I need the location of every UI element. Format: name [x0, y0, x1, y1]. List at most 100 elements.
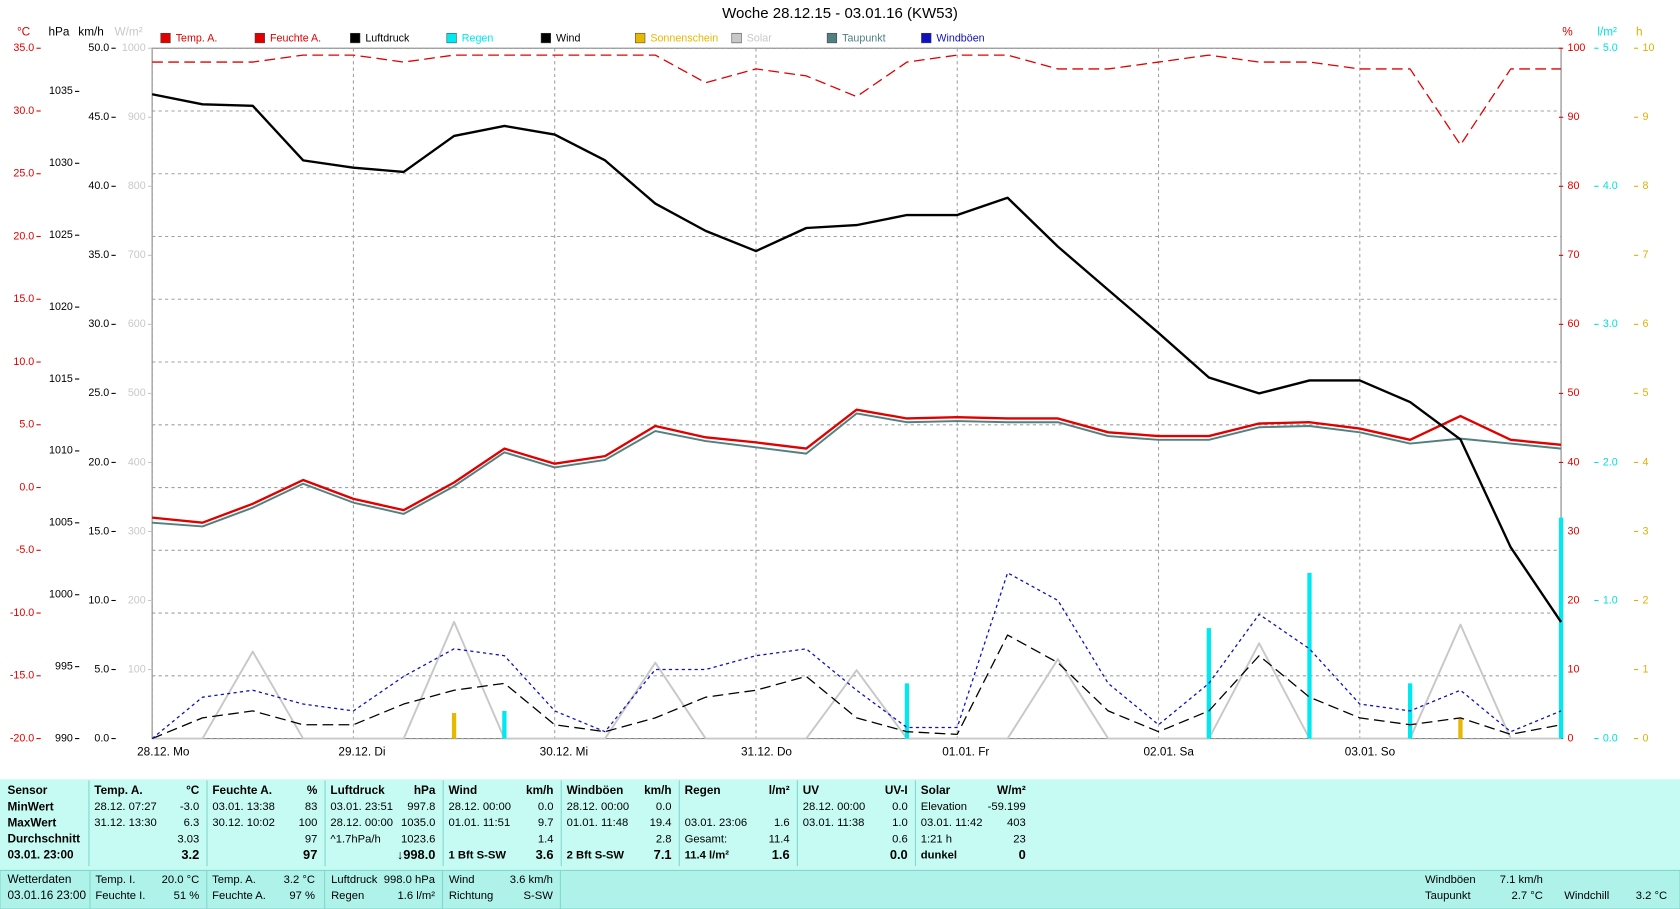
cell-value: 83 [305, 801, 318, 813]
legend-swatch [446, 32, 457, 44]
footer-value: 998.0 hPa [384, 874, 436, 886]
footer-label: Wetterdaten [8, 873, 72, 886]
axis-unit: hPa [48, 25, 69, 38]
cell-label: 28.12. 07:27 [94, 801, 157, 813]
cell-value: 2.8 [656, 833, 672, 845]
y-tick-label: 40.0 [88, 180, 109, 192]
cell-value: 0.0 [890, 847, 908, 862]
y-tick-label: 400 [128, 456, 146, 468]
cell-value: 100 [299, 817, 318, 829]
cell-label: 03.01. 11:38 [803, 817, 865, 829]
footer-label: Richtung [449, 890, 493, 902]
cell-label: 1:21 h [921, 833, 952, 845]
column-header: Temp. A. [94, 784, 142, 797]
column-unit: % [307, 784, 318, 797]
series-line [151, 634, 1562, 740]
cell-value: 0.0 [892, 801, 908, 813]
y-tick-label: 1010 [49, 445, 73, 457]
cell-value: 1.6 [772, 847, 790, 862]
column-unit: °C [186, 784, 200, 797]
bar [904, 683, 910, 739]
footer-label: Feuchte A. [212, 890, 266, 902]
cell-value: 3.6 [536, 847, 554, 862]
legend-label: Regen [462, 32, 494, 44]
column-unit: km/h [526, 784, 553, 797]
y-tick-label: 5.0 [1603, 42, 1618, 54]
footer-value: 20.0 °C [162, 874, 200, 886]
cell-value: 1035.0 [401, 817, 435, 829]
y-tick-label: 2 [1643, 594, 1649, 606]
footer-value: 3.2 °C [284, 874, 315, 886]
legend-label: Windböen [936, 32, 984, 44]
cell-label: 28.12. 00:00 [567, 801, 630, 813]
y-tick-label: 900 [128, 111, 146, 123]
series-line [151, 93, 1563, 623]
y-tick-label: 1015 [49, 373, 73, 385]
y-tick-label: 15.0 [88, 525, 109, 537]
cell-value: 7.1 [654, 847, 672, 862]
footer-label: Temp. I. [95, 874, 135, 886]
y-tick-label: 1 [1643, 663, 1649, 675]
cell-value: 0.0 [538, 801, 554, 813]
column-unit: hPa [414, 784, 436, 797]
y-tick-label: 15.0 [13, 293, 34, 305]
y-tick-label: 25.0 [88, 387, 109, 399]
y-tick-label: 0.0 [94, 732, 109, 744]
series-line [152, 412, 1562, 528]
footer-label: Feuchte I. [95, 890, 145, 902]
footer-value: 2.7 °C [1511, 890, 1542, 902]
column-header: UV [803, 784, 819, 797]
table-header: Sensor [8, 784, 48, 797]
y-tick-label: 50.0 [88, 42, 109, 54]
legend-label: Temp. A. [176, 32, 218, 44]
footer-label: Windchill [1564, 890, 1609, 902]
legend-label: Solar [747, 32, 772, 44]
cell-label: Elevation [921, 801, 967, 813]
bar [502, 710, 507, 739]
y-tick-label: 0.0 [19, 481, 34, 493]
cell-label: 1 Bft S-SW [449, 849, 507, 861]
y-tick-label: 10.0 [88, 594, 109, 606]
row-label: 03.01. 23:00 [8, 849, 75, 862]
column-header: Luftdruck [330, 784, 385, 797]
column-unit: km/h [644, 784, 671, 797]
cell-value: 19.4 [650, 817, 672, 829]
cell-label: 28.12. 00:00 [330, 817, 393, 829]
y-tick-label: 8 [1643, 180, 1649, 192]
cell-label: 03.01. 23:06 [685, 817, 748, 829]
footer-value: 3.6 km/h [510, 874, 553, 886]
y-tick-label: 100 [1568, 42, 1586, 54]
cell-value: 1.4 [538, 833, 554, 845]
cell-value: 1.0 [892, 817, 908, 829]
y-tick-label: 4 [1643, 456, 1649, 468]
series-line [152, 54, 1562, 146]
y-tick-label: 0 [1643, 732, 1649, 744]
axis-unit: km/h [78, 25, 103, 38]
cell-value: 6.3 [184, 817, 200, 829]
y-tick-label: 60 [1568, 318, 1580, 330]
axis-unit: % [1562, 25, 1573, 38]
y-tick-label: 200 [128, 594, 146, 606]
y-tick-label: 300 [128, 525, 146, 537]
y-tick-label: 10 [1568, 663, 1580, 675]
cell-value: ↓998.0 [397, 847, 436, 862]
series-line [151, 572, 1562, 740]
column-unit: l/m² [769, 784, 790, 797]
footer-label: Wind [449, 874, 475, 886]
y-tick-label: 9 [1643, 111, 1649, 123]
cell-value: 997.8 [407, 801, 435, 813]
legend-swatch [350, 32, 361, 44]
cell-label: 28.12. 00:00 [803, 801, 866, 813]
cell-label: 2 Bft S-SW [567, 849, 625, 861]
y-tick-label: 1000 [122, 42, 146, 54]
cell-value: -3.0 [180, 801, 199, 813]
column-header: Solar [921, 784, 951, 797]
cell-value: 97 [303, 847, 317, 862]
y-tick-label: 6 [1643, 318, 1649, 330]
cell-label: Gesamt: [685, 833, 728, 845]
bar [1206, 628, 1211, 739]
y-tick-label: 90 [1568, 111, 1580, 123]
footer-label: Taupunkt [1425, 890, 1472, 902]
y-tick-label: 4.0 [1603, 180, 1618, 192]
cell-label: ^1.7hPa/h [330, 833, 380, 845]
